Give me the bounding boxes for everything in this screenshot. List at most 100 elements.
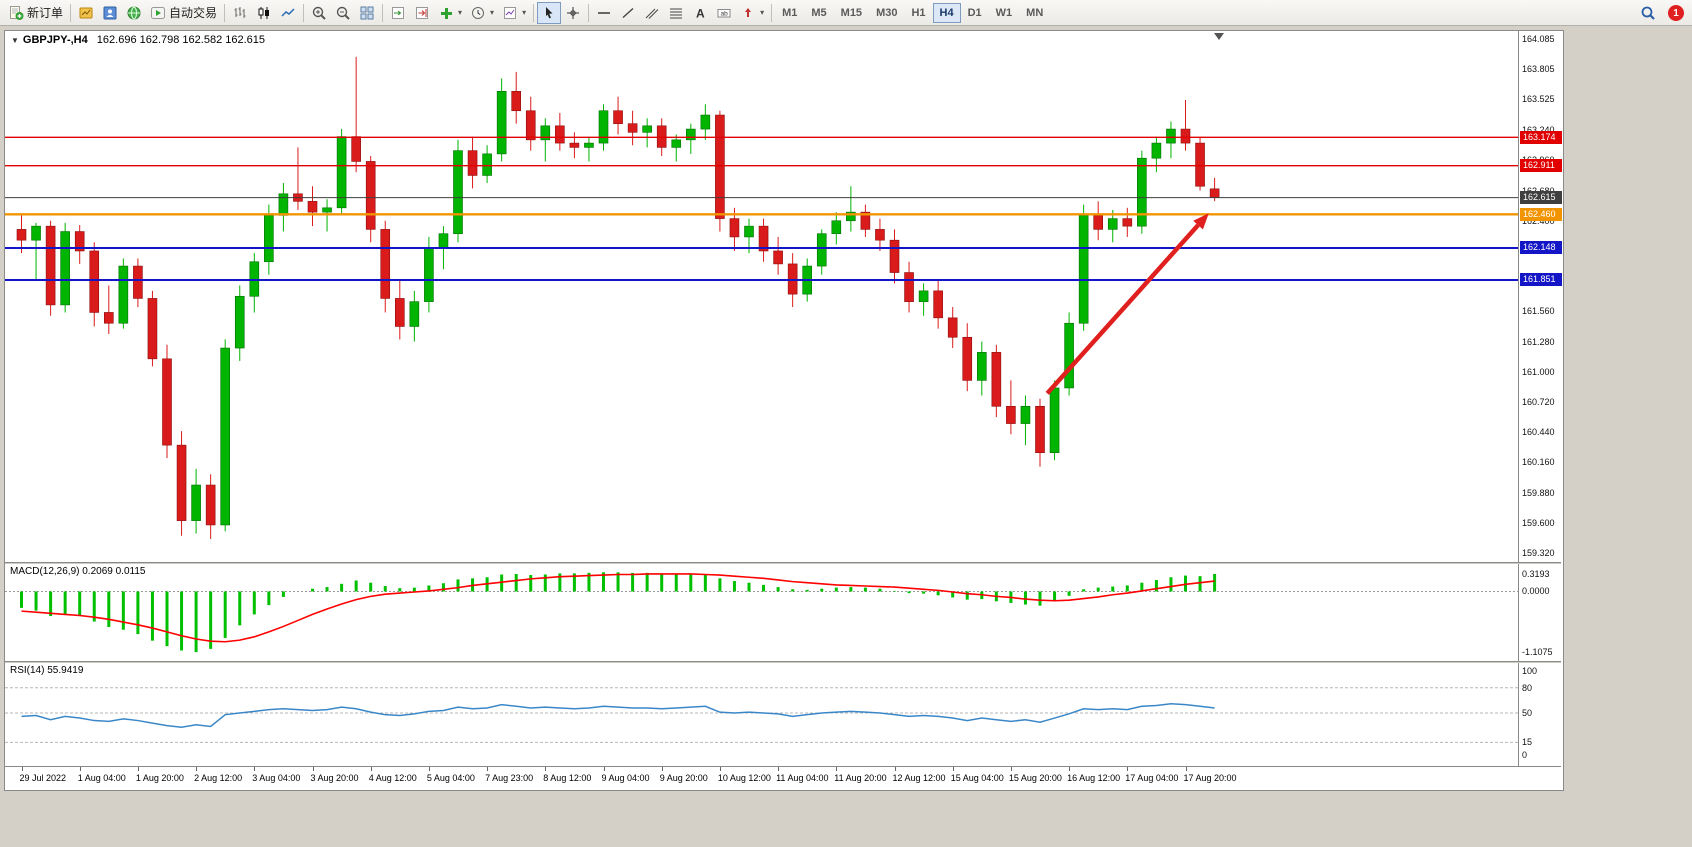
market-watch-button[interactable] <box>74 2 98 24</box>
text-tool-button[interactable]: A <box>688 2 712 24</box>
candle <box>1064 322 1074 389</box>
timeframe-MN[interactable]: MN <box>1019 3 1050 23</box>
templates-button[interactable]: ▾ <box>498 2 530 24</box>
rsi-panel[interactable]: RSI(14) 55.9419 <box>5 663 1518 766</box>
chart-ohlc-values: 162.696 162.798 162.582 162.615 <box>96 34 266 46</box>
timeframe-H1[interactable]: H1 <box>904 3 932 23</box>
dropdown-arrow-icon[interactable]: ▾ <box>490 8 495 17</box>
dropdown-arrow-icon[interactable]: ▾ <box>522 8 527 17</box>
dropdown-arrow-icon[interactable]: ▾ <box>458 8 463 17</box>
candle <box>744 225 754 238</box>
chart-dropdown-icon[interactable]: ▼ <box>11 36 19 45</box>
chart-bars-button[interactable] <box>228 2 252 24</box>
auto-scroll-icon <box>390 5 406 21</box>
autotrading-button[interactable]: 自动交易 <box>146 2 221 24</box>
hline-tool-button[interactable] <box>592 2 616 24</box>
zoom-out-button[interactable] <box>331 2 355 24</box>
time-label: 16 Aug 12:00 <box>1067 773 1121 783</box>
candle <box>424 247 434 302</box>
time-label: 15 Aug 04:00 <box>950 773 1004 783</box>
timeframe-W1[interactable]: W1 <box>989 3 1020 23</box>
time-axis[interactable]: 29 Jul 2022 1 Aug 04:00 1 Aug 20:00 2 Aug 1… <box>5 766 1561 788</box>
chart-line-button[interactable] <box>276 2 300 24</box>
indicators-button[interactable]: ▾ <box>434 2 466 24</box>
navigator-button[interactable] <box>98 2 122 24</box>
search-button[interactable] <box>1636 2 1660 24</box>
candle <box>933 290 943 319</box>
timeframe-M15[interactable]: M15 <box>834 3 869 23</box>
candle <box>875 229 885 241</box>
autotrading-icon <box>150 5 166 21</box>
candle <box>133 265 143 299</box>
candle <box>394 298 405 327</box>
periods-button[interactable]: ▾ <box>466 2 498 24</box>
candle <box>685 128 696 141</box>
candle <box>584 142 594 148</box>
time-label: 11 Aug 04:00 <box>776 773 829 783</box>
candle <box>1137 157 1147 227</box>
svg-text:ab: ab <box>721 10 729 17</box>
label-tool-button[interactable]: ab <box>712 2 736 24</box>
notification-badge[interactable]: 1 <box>1668 5 1684 21</box>
zoom-in-button[interactable] <box>307 2 331 24</box>
navigator-icon <box>102 5 118 21</box>
chart-shift-button[interactable] <box>410 2 434 24</box>
main-chart[interactable]: ▼ GBPJPY-,H4 162.696 162.798 162.582 162.… <box>5 31 1518 562</box>
timeframe-M30[interactable]: M30 <box>869 3 904 23</box>
tile-windows-button[interactable] <box>355 2 379 24</box>
price-tag: 161.851 <box>1520 273 1562 287</box>
rsi-axis[interactable]: 100 80 50 15 0 <box>1518 663 1562 766</box>
pane-separator-rsi[interactable] <box>5 661 1561 663</box>
chart-candles-button[interactable] <box>252 2 276 24</box>
candle <box>642 125 652 133</box>
candle <box>947 317 958 338</box>
timeframe-H4[interactable]: H4 <box>932 2 961 23</box>
timeframe-D1[interactable]: D1 <box>961 3 989 23</box>
candle <box>715 114 725 219</box>
zoom-in-icon <box>311 5 327 21</box>
trendline-tool-button[interactable] <box>616 2 640 24</box>
candle <box>104 312 114 324</box>
toolbar-right-group: 1 <box>1636 0 1684 26</box>
price-tag: 163.174 <box>1520 130 1562 144</box>
toolbar-separator <box>533 3 535 22</box>
new-order-button[interactable]: 新订单 <box>4 2 67 24</box>
zoom-out-icon <box>335 5 351 21</box>
candle <box>1180 128 1191 144</box>
arrows-tool-button[interactable]: ▾ <box>736 2 768 24</box>
toolbar-separator <box>303 3 305 22</box>
cursor-button[interactable] <box>537 1 562 24</box>
candle <box>831 220 842 235</box>
pane-separator-macd[interactable] <box>5 562 1561 564</box>
candle <box>700 114 711 130</box>
time-label: 2 Aug 12:00 <box>194 773 243 783</box>
macd-panel[interactable]: MACD(12,26,9) 0.2069 0.0115 <box>5 564 1518 661</box>
horizontal-line-icon <box>596 5 612 21</box>
toolbar-separator <box>588 3 590 22</box>
candle <box>307 201 318 213</box>
macd-axis[interactable]: 0.3193 0.0000 -1.1075 <box>1518 564 1562 661</box>
channel-tool-button[interactable] <box>640 2 664 24</box>
clock-icon <box>470 5 486 21</box>
time-label: 7 Aug 23:00 <box>485 773 534 783</box>
trend-arrow-head <box>1193 213 1209 230</box>
crosshair-button[interactable] <box>561 2 585 24</box>
terminal-button[interactable] <box>122 2 146 24</box>
candle <box>1151 142 1162 159</box>
dropdown-arrow-icon[interactable]: ▾ <box>760 8 765 17</box>
timeframe-M1[interactable]: M1 <box>775 3 804 23</box>
price-axis[interactable]: 164.085163.805163.525163.240162.960162.6… <box>1518 31 1562 562</box>
candle <box>569 142 580 148</box>
candle <box>1209 188 1220 198</box>
timeframe-M5[interactable]: M5 <box>804 3 833 23</box>
candle <box>889 239 900 273</box>
candle <box>613 110 623 124</box>
candle <box>45 225 56 306</box>
auto-scroll-button[interactable] <box>386 2 410 24</box>
time-label: 12 Aug 12:00 <box>892 773 946 783</box>
candle <box>962 336 973 381</box>
candle <box>976 352 987 381</box>
fibonacci-tool-button[interactable] <box>664 2 688 24</box>
candle <box>409 301 420 327</box>
candle <box>1107 218 1118 230</box>
